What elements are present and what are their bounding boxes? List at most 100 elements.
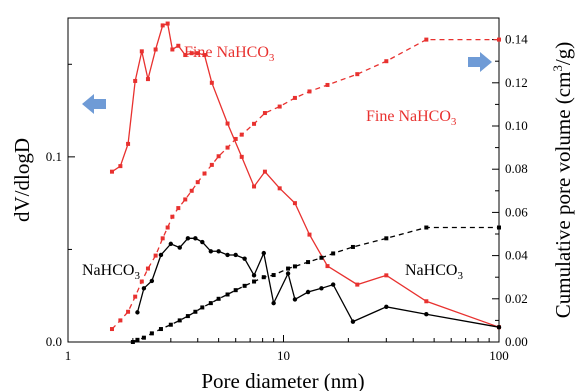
data-point — [277, 104, 282, 109]
series-layer — [109, 21, 502, 344]
data-point — [139, 49, 144, 54]
data-point — [225, 121, 230, 126]
data-point — [109, 169, 114, 174]
x-tick-label: 100 — [489, 348, 509, 363]
data-point — [350, 319, 356, 324]
data-point — [424, 299, 429, 304]
data-point — [208, 249, 214, 254]
data-point — [200, 305, 205, 310]
data-point — [209, 162, 214, 167]
data-point — [271, 273, 276, 278]
y-right-tick-label: 0.06 — [505, 204, 528, 219]
annotation-plain-left: NaHCO3 — [82, 262, 140, 282]
right-axis-arrow-icon — [468, 52, 492, 72]
data-point — [168, 322, 173, 327]
data-point — [325, 264, 330, 269]
data-point — [307, 89, 312, 94]
y-right-tick-label: 0.04 — [505, 248, 528, 263]
data-point — [183, 197, 188, 202]
data-point — [239, 132, 244, 137]
annotation-fine-left: Fine NaHCO3 — [184, 44, 275, 64]
data-point — [225, 145, 230, 150]
series-line — [111, 22, 500, 328]
data-point — [306, 260, 311, 265]
data-point — [384, 273, 389, 278]
data-point — [292, 264, 297, 269]
data-point — [195, 51, 200, 56]
data-point — [176, 206, 181, 211]
data-point — [158, 327, 163, 332]
data-point — [319, 255, 324, 260]
data-point — [355, 282, 360, 287]
data-point — [153, 47, 158, 52]
data-point — [242, 256, 247, 261]
y-right-tick-label: 0.08 — [505, 161, 528, 176]
data-point — [252, 279, 257, 284]
data-point — [277, 186, 282, 191]
annotation-plain-right: NaHCO3 — [405, 262, 463, 282]
data-point — [286, 266, 291, 271]
data-point — [139, 279, 144, 284]
data-point — [133, 78, 138, 83]
data-point — [177, 245, 182, 250]
y-right-tick-label: 0.02 — [505, 291, 528, 306]
axis-ticks: 1 10 100 0.0 0.1 0.00 0.02 0.04 0.06 0.08 0.10 0.12… — [46, 32, 529, 363]
data-point — [285, 271, 291, 276]
y-right-tick-label: 0.14 — [505, 32, 528, 47]
data-point — [305, 289, 311, 295]
data-point — [133, 294, 138, 299]
data-point — [165, 225, 170, 230]
data-point — [292, 95, 297, 100]
data-point — [424, 225, 429, 230]
series-2 — [109, 37, 501, 332]
data-point — [170, 47, 175, 52]
data-point — [185, 314, 190, 319]
y-right-tick-label: 0.12 — [505, 75, 528, 90]
data-point — [271, 300, 276, 306]
data-point — [216, 249, 221, 254]
y-right-axis-title: Cumulative pore volume (cm3/g) — [550, 42, 575, 319]
data-point — [261, 275, 266, 280]
data-point — [193, 236, 198, 241]
data-point — [145, 266, 150, 271]
data-point — [216, 296, 221, 301]
data-point — [118, 318, 123, 323]
data-point — [165, 21, 170, 26]
data-point — [145, 77, 150, 82]
data-point — [202, 53, 207, 58]
data-point — [233, 288, 238, 293]
data-point — [319, 286, 324, 291]
data-point — [350, 244, 355, 249]
left-axis-arrow-icon — [82, 94, 106, 114]
data-point — [239, 154, 244, 159]
data-point — [149, 331, 154, 336]
data-point — [200, 239, 205, 245]
data-point — [109, 327, 114, 332]
data-point — [126, 309, 131, 314]
annotation-fine-right: Fine NaHCO3 — [366, 108, 457, 128]
data-point — [251, 273, 257, 278]
data-point — [160, 23, 165, 28]
data-point — [153, 253, 158, 258]
data-point — [177, 318, 182, 323]
data-point — [252, 121, 257, 126]
data-point — [225, 292, 230, 297]
data-point — [330, 282, 336, 287]
data-point — [216, 154, 221, 159]
data-point — [189, 188, 194, 193]
data-point — [384, 59, 389, 64]
y-left-axis-title: dV/dlogD — [10, 138, 34, 222]
data-point — [497, 225, 501, 230]
data-point — [242, 283, 247, 288]
x-axis-title: Pore diameter (nm) — [201, 369, 364, 391]
data-point — [149, 278, 155, 284]
data-point — [233, 136, 238, 141]
series-0 — [109, 21, 501, 330]
y-left-tick-label: 0.0 — [46, 334, 62, 349]
data-point — [331, 251, 336, 256]
data-point — [496, 324, 502, 330]
data-point — [185, 236, 191, 241]
y-right-tick-label: 0.10 — [505, 118, 528, 133]
data-point — [424, 312, 429, 317]
data-point — [384, 304, 389, 310]
